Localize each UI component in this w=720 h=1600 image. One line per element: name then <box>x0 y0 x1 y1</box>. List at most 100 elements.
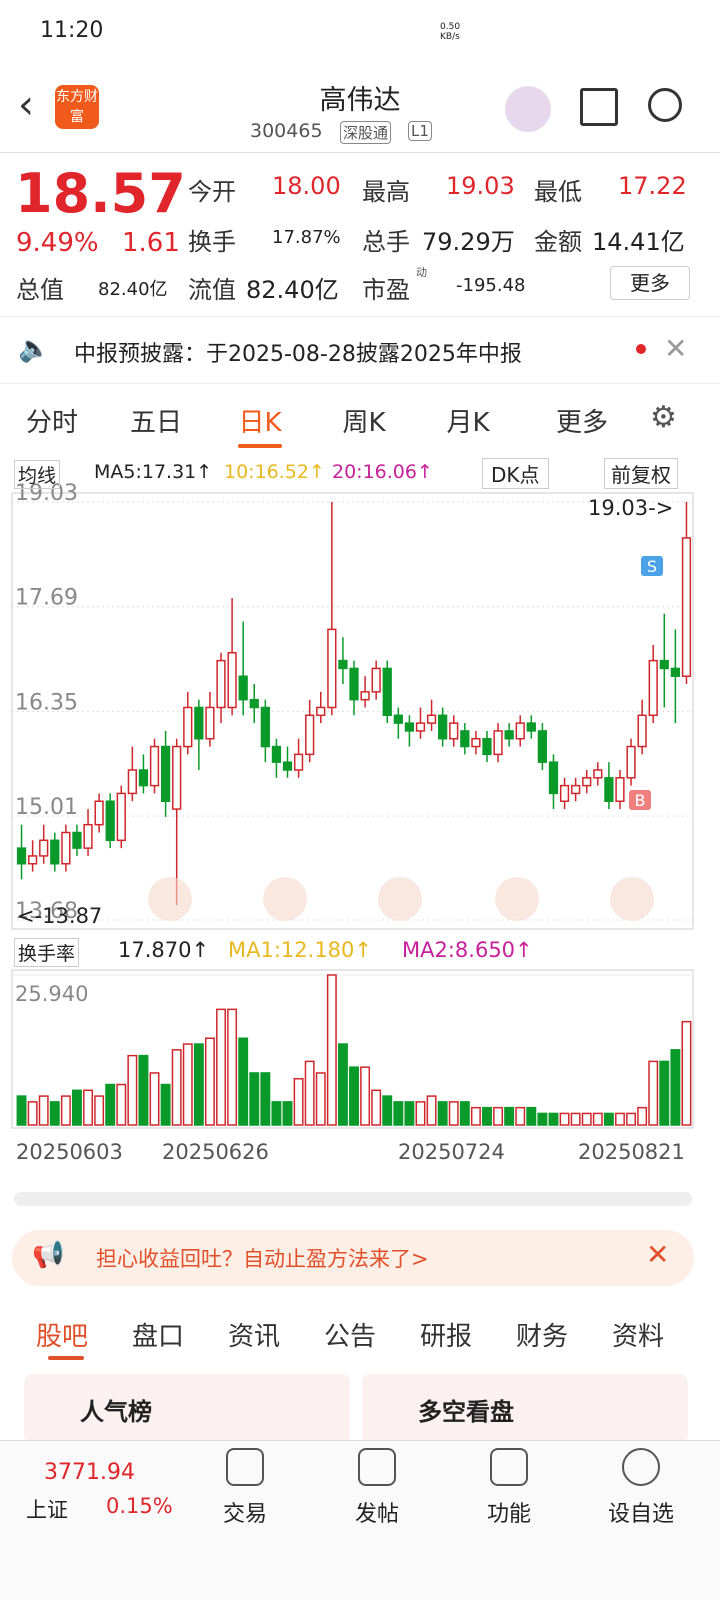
sub-tab[interactable]: 资讯 <box>228 1322 281 1352</box>
candle-body <box>94 800 104 826</box>
index-name[interactable]: 上证 <box>26 1498 68 1522</box>
index-pct[interactable]: 0.15% <box>106 1494 173 1518</box>
card[interactable] <box>24 1374 350 1444</box>
price: 18.57 <box>15 162 186 225</box>
x-label: 20250821 <box>578 1140 685 1164</box>
settings[interactable]: ⚙ <box>650 400 677 435</box>
back[interactable]: ‹ <box>18 82 34 128</box>
candle-body <box>504 730 514 740</box>
adjust-button[interactable]: 前复权 <box>604 458 678 489</box>
promo-banner[interactable] <box>12 1230 694 1286</box>
candle-body <box>205 706 215 740</box>
nav-icon[interactable] <box>490 1448 528 1486</box>
candle-body <box>670 667 681 677</box>
volume-bar <box>393 1101 404 1126</box>
volume-bar <box>637 1106 648 1126</box>
field-label: 总手 <box>362 228 410 256</box>
nav-label[interactable]: 发帖 <box>354 1502 399 1527</box>
tab[interactable]: 周K <box>342 408 386 438</box>
volume-bar <box>493 1106 504 1126</box>
ma-menu[interactable]: 均线 <box>14 460 61 489</box>
nav-label[interactable]: 交易 <box>222 1502 267 1527</box>
sub-tab[interactable]: 股吧 <box>36 1322 89 1352</box>
share[interactable] <box>580 88 618 126</box>
chart-control <box>148 877 192 921</box>
candle-body <box>138 769 149 787</box>
ma10: 10:16.52↑ <box>224 461 325 483</box>
volume-bar <box>448 1101 459 1126</box>
sub-tab[interactable]: 公告 <box>324 1322 377 1352</box>
field-value: 17.87% <box>272 227 341 248</box>
candle-body <box>681 537 692 677</box>
nav-icon[interactable] <box>622 1448 660 1486</box>
nav-label[interactable]: 功能 <box>486 1502 531 1527</box>
field-label: 今开 <box>188 178 236 206</box>
candle-body <box>227 652 237 709</box>
sub-tab[interactable]: 资料 <box>612 1322 665 1352</box>
field-value: 82.40亿 <box>246 276 339 304</box>
candle-body <box>482 737 492 756</box>
horn: 📢 <box>32 1240 65 1270</box>
chart-control <box>495 877 539 921</box>
notice-bar[interactable] <box>0 316 720 384</box>
field-value: -195.48 <box>456 275 526 296</box>
volume-bar <box>315 1072 326 1126</box>
candle-body <box>626 745 636 779</box>
field-value: 82.40亿 <box>98 279 168 300</box>
candle-body <box>216 659 226 709</box>
tab[interactable]: 更多 <box>555 408 608 438</box>
volume-bar <box>482 1106 492 1126</box>
x-label: 20250626 <box>162 1140 269 1164</box>
volume-bar <box>626 1112 637 1126</box>
y-tick-label: 13.68 <box>15 899 78 924</box>
candle-body <box>537 730 548 763</box>
notice[interactable]: 中报预披露：于2025-08-28披露2025年中报 <box>74 342 522 367</box>
candle-body <box>338 659 348 670</box>
nav-icon[interactable] <box>358 1448 396 1486</box>
y-tick-label: 16.35 <box>15 690 78 715</box>
tab[interactable]: 日K <box>238 408 282 438</box>
candle-body <box>349 667 359 701</box>
change: 1.61 <box>122 228 180 258</box>
card-title[interactable]: 人气榜 <box>80 1398 152 1426</box>
card-title[interactable]: 多空看盘 <box>418 1398 514 1426</box>
candle-body <box>149 745 160 787</box>
logo[interactable]: 东方财富 <box>55 85 99 129</box>
volume-bar <box>160 1083 171 1126</box>
tab[interactable]: 五日 <box>129 408 182 438</box>
promo-text[interactable]: 担心收益回吐？自动止盈方法来了> <box>96 1247 429 1271</box>
x-label: 20250603 <box>16 1140 123 1164</box>
search[interactable] <box>648 88 682 122</box>
field-value: 17.22 <box>618 172 687 200</box>
sub-tab[interactable]: 财务 <box>516 1322 569 1352</box>
nav-label[interactable]: 设自选 <box>607 1502 674 1527</box>
sub-tab[interactable]: 研报 <box>420 1322 473 1352</box>
close[interactable]: ✕ <box>664 332 688 365</box>
tab[interactable]: 分时 <box>25 408 78 438</box>
index-value[interactable]: 3771.94 <box>44 1460 135 1485</box>
assistant[interactable] <box>505 86 551 132</box>
candle-body <box>471 737 481 748</box>
volume-bar <box>615 1112 625 1126</box>
volume-bar <box>304 1060 315 1126</box>
card[interactable] <box>362 1374 688 1444</box>
volume-bar <box>337 1043 348 1126</box>
sell-marker <box>641 556 663 576</box>
field-label: 换手 <box>188 228 236 256</box>
tab[interactable]: 月K <box>446 408 490 438</box>
promo-close[interactable]: ✕ <box>646 1238 670 1271</box>
volume-bar <box>16 1095 27 1126</box>
volume-menu[interactable]: 换手率 <box>14 938 80 967</box>
volume-bar <box>71 1089 82 1126</box>
more-button[interactable]: 更多 <box>610 266 690 300</box>
volume-bar <box>238 1037 249 1126</box>
volume-bar <box>349 1066 359 1126</box>
candle-body <box>393 714 403 724</box>
sub-tab[interactable]: 盘口 <box>132 1322 185 1352</box>
nav-icon[interactable] <box>226 1448 264 1486</box>
field-value: 79.29万 <box>422 228 515 256</box>
field-value: 18.00 <box>272 172 341 200</box>
dk-button[interactable]: DK点 <box>482 458 549 489</box>
candle-body <box>271 745 282 763</box>
